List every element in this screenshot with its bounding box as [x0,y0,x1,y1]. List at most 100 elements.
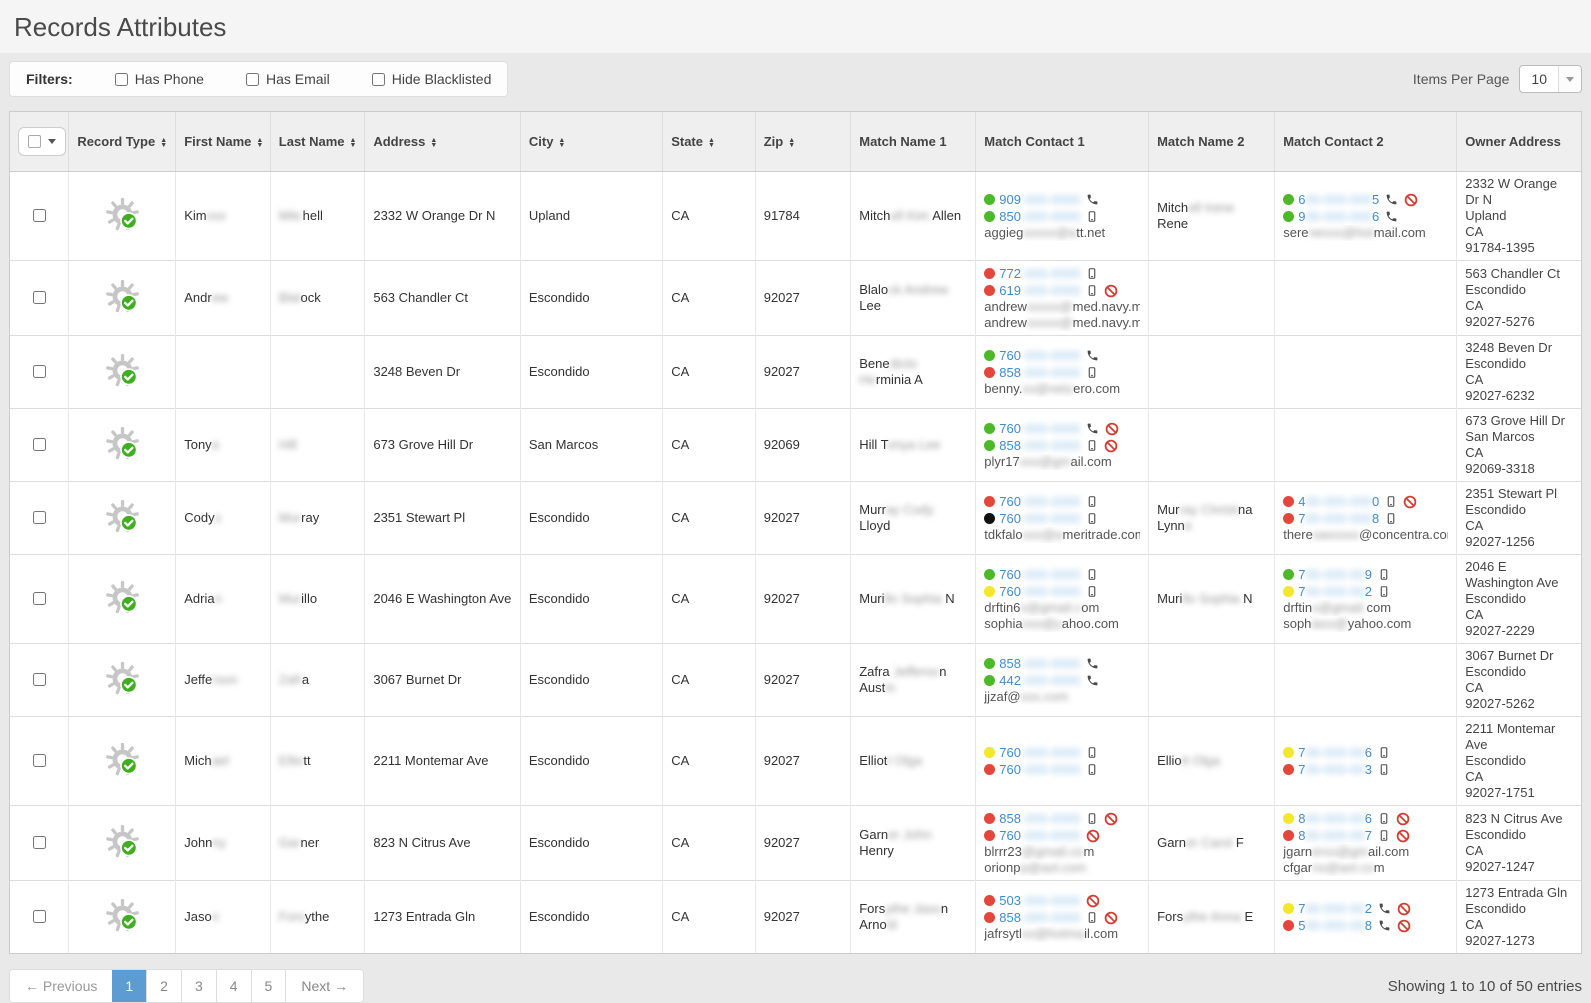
phone-link[interactable]: 760-000-0000 [999,744,1080,761]
sort-icon[interactable]: ▲ ▼ [160,136,168,149]
redacted-segment: ew [211,290,229,305]
has-phone-checkbox[interactable] [114,72,128,86]
row-checkbox[interactable] [33,836,47,849]
phone-link[interactable]: 400-000-0000 [1298,493,1379,510]
zip-cell: 92027 [754,880,851,953]
sort-icon[interactable]: ▲ ▼ [430,136,438,149]
phone-link[interactable]: 700-000-002 [1298,900,1372,917]
phone-link[interactable]: 760-000-0000 [999,510,1080,527]
phone-link[interactable]: 600-000-0005 [1298,191,1379,208]
row-checkbox[interactable] [33,511,47,524]
row-checkbox[interactable] [33,209,47,222]
status-dot-red [984,496,996,507]
redacted-segment: -000-0000 [1020,567,1081,582]
next-page-button[interactable]: Next → [285,970,364,1002]
redacted-segment: ck Andrew [888,282,949,297]
text-segment: 8 [1371,511,1380,526]
phone-link[interactable]: 760-000-0000 [999,827,1080,844]
hide-blacklisted-checkbox[interactable] [371,72,385,86]
first-name-cell: Adrian [175,554,271,644]
mobile-icon [1378,746,1390,759]
status-dot-yellow [984,586,996,597]
phone-link[interactable]: 800-000-007 [1298,827,1372,844]
phone-link[interactable]: 858-000-0000 [999,810,1080,827]
sort-icon[interactable]: ▲ ▼ [707,136,715,149]
select-arrow-box[interactable] [1558,66,1581,92]
phone-link[interactable]: 700-000-003 [1298,761,1372,778]
row-checkbox[interactable] [33,438,47,451]
column-header-state[interactable]: State ▲ ▼ [662,112,756,172]
phone-link[interactable]: 760-000-0000 [999,583,1080,600]
first-name-cell: Codyx [175,481,271,555]
filter-has-phone[interactable]: Has Phone [114,71,204,87]
page-button-4[interactable]: 4 [215,970,251,1002]
page-button-1[interactable]: 1 [112,970,147,1002]
phone-link[interactable]: 760-000-0000 [999,493,1080,510]
select-all-checkbox[interactable] [28,135,41,148]
row-checkbox[interactable] [33,673,47,686]
row-checkbox[interactable] [33,291,47,304]
select-all-button[interactable] [18,127,66,156]
row-checkbox[interactable] [33,910,47,923]
phone-link[interactable]: 858-000-0000 [999,364,1080,381]
status-dot-red [1283,764,1295,775]
state-cell: CA [662,716,756,806]
redacted-segment: 00-000-00 [1305,828,1365,843]
phone-link[interactable]: 858-000-0000 [999,655,1080,672]
phone-link[interactable]: 503-000-0000 [999,892,1080,909]
status-dot-green [984,194,996,205]
owner-address-line: 823 N Citrus Ave [1465,811,1563,826]
phone-link[interactable]: 858-000-0000 [999,437,1080,454]
column-header-zip[interactable]: Zip ▲ ▼ [754,112,851,172]
phone-link[interactable]: 850-000-0000 [999,208,1080,225]
phone-link[interactable]: 760-000-0000 [999,566,1080,583]
column-header-record-type[interactable]: Record Type ▲ ▼ [68,112,176,172]
phone-link[interactable]: 772-000-0000 [999,265,1080,282]
phone-link[interactable]: 700-000-0008 [1298,510,1379,527]
mobile-icon [1086,911,1098,924]
filter-has-email[interactable]: Has Email [245,71,330,87]
filter-hide-blacklisted[interactable]: Hide Blacklisted [371,71,491,87]
phone-link[interactable]: 858-000-0000 [999,909,1080,926]
email-text: andrewxxxxx@med.navy.mil [984,315,1140,331]
text-segment: com [1366,600,1392,615]
redacted-segment: -000-0000 [1020,656,1081,671]
row-checkbox[interactable] [33,754,47,767]
phone-link[interactable]: 800-000-006 [1298,810,1372,827]
owner-address-line: CA [1465,917,1484,932]
phone-link[interactable]: 700-000-002 [1298,583,1372,600]
text-segment: 8 [1298,828,1306,843]
row-checkbox[interactable] [33,365,47,378]
phone-link[interactable]: 909-000-0000 [999,191,1080,208]
phone-link[interactable]: 700-000-009 [1298,566,1372,583]
sort-icon[interactable]: ▲ ▼ [558,136,566,149]
column-header-last-name[interactable]: Last Name ▲ ▼ [269,112,365,172]
owner-address-line: 92027-5262 [1465,696,1535,711]
phone-link[interactable]: 500-000-008 [1298,917,1372,934]
table-row: 3248 Beven Dr Escondido CA 92027 Benedicto H… [10,335,1581,409]
sort-icon[interactable]: ▲ ▼ [256,136,264,149]
phone-link[interactable]: 700-000-006 [1298,744,1372,761]
column-header-city[interactable]: City ▲ ▼ [519,112,663,172]
phone-link[interactable]: 760-000-0000 [999,761,1080,778]
phone-link[interactable]: 760-000-0000 [999,420,1080,437]
column-header-address[interactable]: Address ▲ ▼ [364,112,521,172]
phone-link[interactable]: 760-000-0000 [999,347,1080,364]
items-per-page-select[interactable]: 10 [1519,65,1582,93]
page-button-2[interactable]: 2 [146,970,181,1002]
email-text: jgarnerxx@gmail.com [1283,844,1448,860]
column-header-first-name[interactable]: First Name ▲ ▼ [175,112,271,172]
previous-page-button[interactable]: ← Previous [10,970,113,1002]
has-email-checkbox[interactable] [245,72,259,86]
zip-cell: 92027 [754,716,851,806]
phone-link[interactable]: 900-000-0006 [1298,208,1379,225]
page-button-5[interactable]: 5 [250,970,286,1002]
phone-link[interactable]: 619-000-0000 [999,282,1080,299]
row-checkbox[interactable] [33,592,47,605]
page-button-3[interactable]: 3 [180,970,216,1002]
sort-icon[interactable]: ▲ ▼ [788,136,796,149]
sort-icon[interactable]: ▲ ▼ [349,136,357,149]
phone-link[interactable]: 442-000-0000 [999,672,1080,689]
match-contact-2-cell: 600-000-0005 900-000-0006 serenexxx@hotmai… [1274,171,1457,261]
gear-check-icon [105,197,139,235]
